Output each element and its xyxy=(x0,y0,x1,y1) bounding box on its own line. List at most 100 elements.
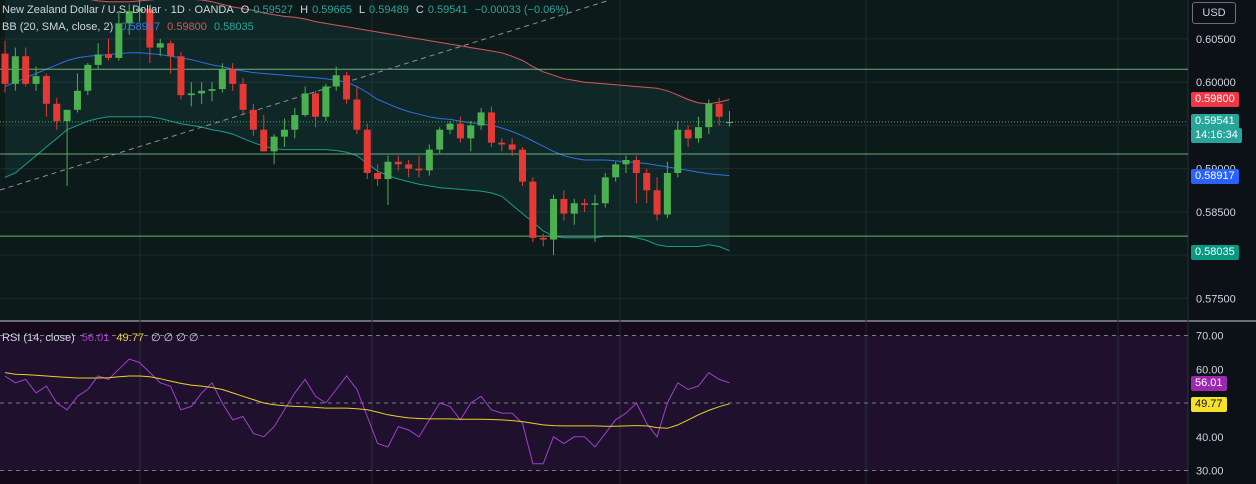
candle-body xyxy=(167,43,175,57)
countdown-badge: 14:16:34 xyxy=(1191,127,1242,143)
candle-body xyxy=(73,90,81,110)
price-tick-label: 0.57500 xyxy=(1196,293,1236,305)
candle-body xyxy=(632,160,640,173)
candle-body xyxy=(394,161,402,165)
candle-body xyxy=(32,76,40,84)
candle xyxy=(198,82,206,104)
candle xyxy=(384,155,392,205)
candle xyxy=(73,73,81,113)
candle-body xyxy=(22,56,30,84)
currency-button[interactable]: USD xyxy=(1192,2,1236,24)
bb-basis-badge: 0.58917 xyxy=(1191,168,1239,184)
last-price-badge: 0.59541 xyxy=(1191,113,1239,129)
candle-body xyxy=(42,76,50,104)
rsi-value-badge: 56.01 xyxy=(1191,375,1227,391)
candle-body xyxy=(498,142,506,145)
candle-body xyxy=(519,149,526,182)
candle-body xyxy=(477,112,485,126)
symbol-legend[interactable]: New Zealand Dollar / U.S. Dollar · 1D · … xyxy=(2,4,573,16)
candle-body xyxy=(156,43,164,48)
candle xyxy=(270,134,278,165)
candle xyxy=(291,108,299,139)
candle xyxy=(632,155,640,204)
candle-body xyxy=(363,129,371,173)
candle xyxy=(239,77,247,116)
bb-lower-value: 0.58035 xyxy=(213,21,254,33)
candle-body xyxy=(136,8,144,12)
change-value: −0.00033 (−0.06%) xyxy=(474,4,569,16)
candle xyxy=(84,63,92,96)
candle-body xyxy=(663,172,671,215)
candle-body xyxy=(301,93,309,116)
bb-upper-line xyxy=(90,0,730,105)
rsi-label[interactable]: RSI (14, close) xyxy=(2,332,75,344)
rsi-ma-badge: 49.77 xyxy=(1191,396,1227,412)
candle xyxy=(674,121,682,178)
candle-body xyxy=(508,144,516,150)
candle xyxy=(363,123,371,180)
candle xyxy=(32,66,40,91)
candle xyxy=(22,47,30,87)
candle xyxy=(53,97,61,130)
candle xyxy=(187,82,195,107)
candle xyxy=(539,233,547,247)
candle-body xyxy=(705,103,713,128)
candle xyxy=(94,43,102,70)
candle xyxy=(125,4,133,35)
candle xyxy=(63,109,71,186)
low-label: L xyxy=(358,4,366,16)
bb-basis-line xyxy=(4,52,730,177)
candle xyxy=(322,83,330,122)
candle-body xyxy=(280,129,288,137)
candle-body xyxy=(715,103,723,117)
candle xyxy=(694,116,702,143)
candle-body xyxy=(105,54,112,58)
candle-body xyxy=(643,172,651,191)
candle-body xyxy=(415,168,423,171)
rsi-tick-label: 70.00 xyxy=(1196,331,1224,343)
candle xyxy=(570,198,578,225)
candle-body xyxy=(270,136,278,152)
bb-label[interactable]: BB (20, SMA, close, 2) xyxy=(2,21,114,33)
candle xyxy=(425,144,433,176)
candle-body xyxy=(446,123,454,130)
candle xyxy=(415,155,423,178)
candle-body xyxy=(550,198,558,240)
candle-body xyxy=(312,93,319,117)
candle xyxy=(705,99,713,135)
candle xyxy=(105,38,112,61)
candle xyxy=(529,177,537,243)
candle-body xyxy=(177,56,185,96)
candle-body xyxy=(601,177,609,204)
candle xyxy=(156,38,164,57)
candle xyxy=(456,116,464,143)
candle-body xyxy=(229,69,237,84)
candle xyxy=(249,103,257,136)
candle-body xyxy=(53,103,61,122)
candle-body xyxy=(674,129,682,173)
rsi-value: 56.01 xyxy=(81,332,110,344)
bb-lower-badge: 0.58035 xyxy=(1191,245,1239,261)
candle xyxy=(487,106,495,148)
symbol-name[interactable]: New Zealand Dollar / U.S. Dollar · 1D · … xyxy=(2,4,234,16)
price-tick-label: 0.60000 xyxy=(1196,77,1236,89)
candle-body xyxy=(63,109,71,122)
rsi-tick-label: 60.00 xyxy=(1196,364,1224,376)
candle-body xyxy=(11,56,19,84)
candle xyxy=(136,0,144,22)
rsi-tick-label: 40.00 xyxy=(1196,432,1224,444)
candle xyxy=(550,194,558,256)
candle-body xyxy=(694,127,702,139)
bb-upper-value: 0.59800 xyxy=(167,21,207,33)
candle xyxy=(208,82,216,102)
candle xyxy=(622,155,630,173)
candle-body xyxy=(487,112,495,143)
rsi-legend[interactable]: RSI (14, close) 56.01 49.77 ∅ ∅ ∅ ∅ xyxy=(2,331,203,344)
horizontal-levels[interactable] xyxy=(0,68,1188,237)
candle-body xyxy=(332,75,340,87)
candle-body xyxy=(726,121,733,124)
bb-legend[interactable]: BB (20, SMA, close, 2) 0.58917 0.59800 0… xyxy=(2,21,258,33)
candle xyxy=(280,118,288,148)
candle-body xyxy=(291,115,299,130)
